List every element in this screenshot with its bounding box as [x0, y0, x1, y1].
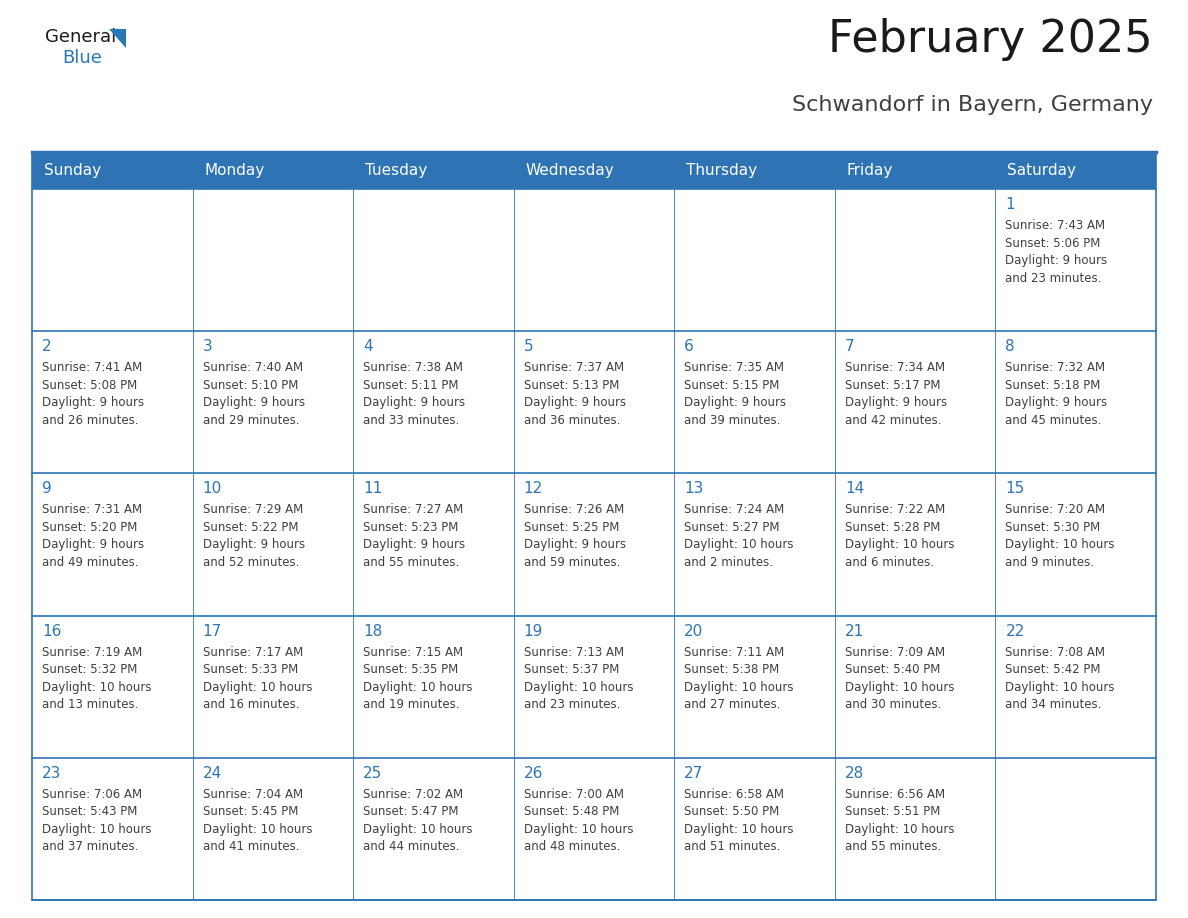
Text: Wednesday: Wednesday: [526, 163, 614, 178]
Text: Sunrise: 7:06 AM
Sunset: 5:43 PM
Daylight: 10 hours
and 37 minutes.: Sunrise: 7:06 AM Sunset: 5:43 PM Dayligh…: [42, 788, 152, 854]
Text: 6: 6: [684, 339, 694, 354]
Text: Sunrise: 7:00 AM
Sunset: 5:48 PM
Daylight: 10 hours
and 48 minutes.: Sunrise: 7:00 AM Sunset: 5:48 PM Dayligh…: [524, 788, 633, 854]
Text: Sunrise: 7:32 AM
Sunset: 5:18 PM
Daylight: 9 hours
and 45 minutes.: Sunrise: 7:32 AM Sunset: 5:18 PM Dayligh…: [1005, 361, 1107, 427]
Text: General: General: [45, 28, 116, 46]
Text: Monday: Monday: [204, 163, 265, 178]
Text: Sunrise: 7:15 AM
Sunset: 5:35 PM
Daylight: 10 hours
and 19 minutes.: Sunrise: 7:15 AM Sunset: 5:35 PM Dayligh…: [364, 645, 473, 711]
Text: 14: 14: [845, 481, 864, 497]
Text: Sunrise: 7:43 AM
Sunset: 5:06 PM
Daylight: 9 hours
and 23 minutes.: Sunrise: 7:43 AM Sunset: 5:06 PM Dayligh…: [1005, 219, 1107, 285]
Text: 15: 15: [1005, 481, 1025, 497]
Text: 12: 12: [524, 481, 543, 497]
Text: 28: 28: [845, 766, 864, 781]
Text: 17: 17: [203, 623, 222, 639]
Text: Sunrise: 7:08 AM
Sunset: 5:42 PM
Daylight: 10 hours
and 34 minutes.: Sunrise: 7:08 AM Sunset: 5:42 PM Dayligh…: [1005, 645, 1114, 711]
Polygon shape: [109, 29, 126, 48]
Text: Sunrise: 7:13 AM
Sunset: 5:37 PM
Daylight: 10 hours
and 23 minutes.: Sunrise: 7:13 AM Sunset: 5:37 PM Dayligh…: [524, 645, 633, 711]
Text: Sunrise: 7:24 AM
Sunset: 5:27 PM
Daylight: 10 hours
and 2 minutes.: Sunrise: 7:24 AM Sunset: 5:27 PM Dayligh…: [684, 503, 794, 569]
Text: Sunday: Sunday: [44, 163, 101, 178]
Text: 26: 26: [524, 766, 543, 781]
Text: 9: 9: [42, 481, 52, 497]
Text: February 2025: February 2025: [828, 18, 1154, 61]
Text: Sunrise: 7:20 AM
Sunset: 5:30 PM
Daylight: 10 hours
and 9 minutes.: Sunrise: 7:20 AM Sunset: 5:30 PM Dayligh…: [1005, 503, 1114, 569]
Text: Sunrise: 7:27 AM
Sunset: 5:23 PM
Daylight: 9 hours
and 55 minutes.: Sunrise: 7:27 AM Sunset: 5:23 PM Dayligh…: [364, 503, 466, 569]
Text: Sunrise: 7:40 AM
Sunset: 5:10 PM
Daylight: 9 hours
and 29 minutes.: Sunrise: 7:40 AM Sunset: 5:10 PM Dayligh…: [203, 361, 304, 427]
Text: Sunrise: 7:04 AM
Sunset: 5:45 PM
Daylight: 10 hours
and 41 minutes.: Sunrise: 7:04 AM Sunset: 5:45 PM Dayligh…: [203, 788, 312, 854]
Text: Sunrise: 7:37 AM
Sunset: 5:13 PM
Daylight: 9 hours
and 36 minutes.: Sunrise: 7:37 AM Sunset: 5:13 PM Dayligh…: [524, 361, 626, 427]
Text: Sunrise: 7:09 AM
Sunset: 5:40 PM
Daylight: 10 hours
and 30 minutes.: Sunrise: 7:09 AM Sunset: 5:40 PM Dayligh…: [845, 645, 954, 711]
Text: Blue: Blue: [62, 49, 102, 67]
Text: 3: 3: [203, 339, 213, 354]
Text: 24: 24: [203, 766, 222, 781]
Text: Sunrise: 7:22 AM
Sunset: 5:28 PM
Daylight: 10 hours
and 6 minutes.: Sunrise: 7:22 AM Sunset: 5:28 PM Dayligh…: [845, 503, 954, 569]
Text: Schwandorf in Bayern, Germany: Schwandorf in Bayern, Germany: [792, 95, 1154, 115]
Text: Sunrise: 7:26 AM
Sunset: 5:25 PM
Daylight: 9 hours
and 59 minutes.: Sunrise: 7:26 AM Sunset: 5:25 PM Dayligh…: [524, 503, 626, 569]
Text: Sunrise: 6:58 AM
Sunset: 5:50 PM
Daylight: 10 hours
and 51 minutes.: Sunrise: 6:58 AM Sunset: 5:50 PM Dayligh…: [684, 788, 794, 854]
Text: 27: 27: [684, 766, 703, 781]
Text: 4: 4: [364, 339, 373, 354]
Text: Sunrise: 7:11 AM
Sunset: 5:38 PM
Daylight: 10 hours
and 27 minutes.: Sunrise: 7:11 AM Sunset: 5:38 PM Dayligh…: [684, 645, 794, 711]
Text: 10: 10: [203, 481, 222, 497]
Text: 7: 7: [845, 339, 854, 354]
Text: Thursday: Thursday: [687, 163, 758, 178]
Text: Saturday: Saturday: [1007, 163, 1076, 178]
Text: 13: 13: [684, 481, 703, 497]
Text: 1: 1: [1005, 197, 1015, 212]
Text: 22: 22: [1005, 623, 1025, 639]
Text: 19: 19: [524, 623, 543, 639]
Text: Sunrise: 7:31 AM
Sunset: 5:20 PM
Daylight: 9 hours
and 49 minutes.: Sunrise: 7:31 AM Sunset: 5:20 PM Dayligh…: [42, 503, 144, 569]
Text: 20: 20: [684, 623, 703, 639]
Text: Sunrise: 6:56 AM
Sunset: 5:51 PM
Daylight: 10 hours
and 55 minutes.: Sunrise: 6:56 AM Sunset: 5:51 PM Dayligh…: [845, 788, 954, 854]
Text: Sunrise: 7:35 AM
Sunset: 5:15 PM
Daylight: 9 hours
and 39 minutes.: Sunrise: 7:35 AM Sunset: 5:15 PM Dayligh…: [684, 361, 786, 427]
Text: Sunrise: 7:41 AM
Sunset: 5:08 PM
Daylight: 9 hours
and 26 minutes.: Sunrise: 7:41 AM Sunset: 5:08 PM Dayligh…: [42, 361, 144, 427]
Text: Sunrise: 7:17 AM
Sunset: 5:33 PM
Daylight: 10 hours
and 16 minutes.: Sunrise: 7:17 AM Sunset: 5:33 PM Dayligh…: [203, 645, 312, 711]
Text: Sunrise: 7:19 AM
Sunset: 5:32 PM
Daylight: 10 hours
and 13 minutes.: Sunrise: 7:19 AM Sunset: 5:32 PM Dayligh…: [42, 645, 152, 711]
Text: Tuesday: Tuesday: [365, 163, 428, 178]
Text: Friday: Friday: [847, 163, 893, 178]
Bar: [32, 153, 1156, 189]
Text: Sunrise: 7:34 AM
Sunset: 5:17 PM
Daylight: 9 hours
and 42 minutes.: Sunrise: 7:34 AM Sunset: 5:17 PM Dayligh…: [845, 361, 947, 427]
Text: 8: 8: [1005, 339, 1015, 354]
Bar: [32, 153, 1156, 900]
Text: 21: 21: [845, 623, 864, 639]
Text: 23: 23: [42, 766, 62, 781]
Text: 18: 18: [364, 623, 383, 639]
Text: 11: 11: [364, 481, 383, 497]
Text: Sunrise: 7:29 AM
Sunset: 5:22 PM
Daylight: 9 hours
and 52 minutes.: Sunrise: 7:29 AM Sunset: 5:22 PM Dayligh…: [203, 503, 304, 569]
Text: 25: 25: [364, 766, 383, 781]
Text: 2: 2: [42, 339, 51, 354]
Text: Sunrise: 7:02 AM
Sunset: 5:47 PM
Daylight: 10 hours
and 44 minutes.: Sunrise: 7:02 AM Sunset: 5:47 PM Dayligh…: [364, 788, 473, 854]
Text: 5: 5: [524, 339, 533, 354]
Text: 16: 16: [42, 623, 62, 639]
Text: Sunrise: 7:38 AM
Sunset: 5:11 PM
Daylight: 9 hours
and 33 minutes.: Sunrise: 7:38 AM Sunset: 5:11 PM Dayligh…: [364, 361, 466, 427]
